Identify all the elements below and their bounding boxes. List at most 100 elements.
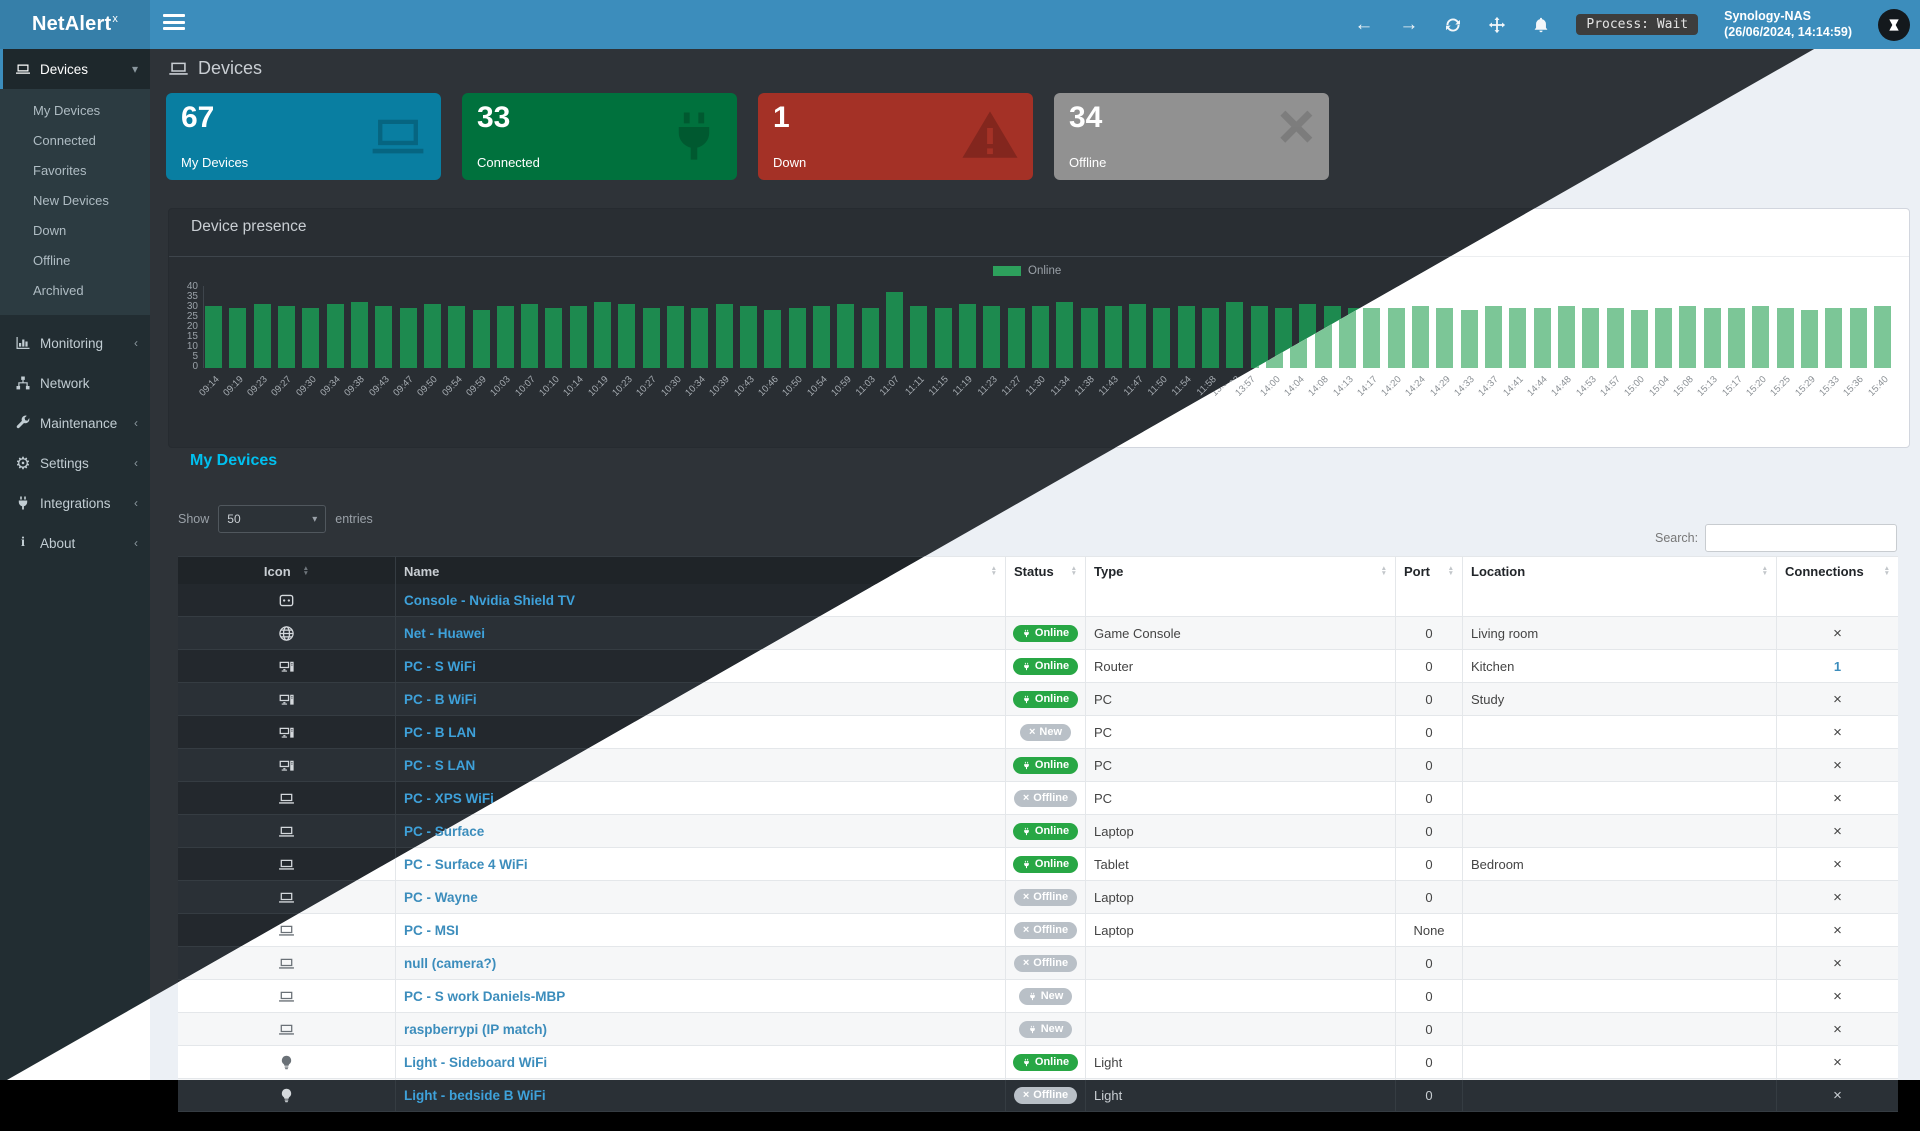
column-header-location[interactable]: Location▲▼ bbox=[1462, 557, 1776, 585]
device-connections-cell: × bbox=[1776, 914, 1898, 946]
back-arrow-icon[interactable]: ← bbox=[1354, 14, 1374, 35]
stat-tile-my-devices[interactable]: 67 My Devices bbox=[166, 93, 441, 180]
column-header-icon[interactable]: Icon▲▼ bbox=[263, 563, 310, 579]
chart-legend[interactable]: Online bbox=[993, 265, 1061, 277]
device-status-cell: New bbox=[1005, 1013, 1085, 1045]
stat-tile-offline[interactable]: 34 Offline × bbox=[1054, 93, 1329, 180]
chart-icon bbox=[15, 335, 31, 351]
forward-arrow-icon[interactable]: → bbox=[1399, 14, 1419, 35]
no-connection-x-icon: × bbox=[1833, 756, 1842, 774]
sidebar-subitem-archived[interactable]: Archived bbox=[33, 282, 84, 298]
connections-count-link[interactable]: 1 bbox=[1833, 658, 1842, 674]
stat-tile-down[interactable]: 1 Down bbox=[758, 93, 1033, 180]
x-icon: × bbox=[1022, 923, 1030, 936]
device-port-cell: 0 bbox=[1395, 848, 1462, 880]
plug-icon bbox=[1022, 629, 1031, 638]
column-header-connections[interactable]: Connections▲▼ bbox=[1776, 557, 1898, 585]
sidebar-subitem-new-devices[interactable]: New Devices bbox=[33, 192, 109, 208]
device-type-cell bbox=[1085, 980, 1395, 1012]
sidebar-item-monitoring[interactable]: Monitoring ‹ bbox=[0, 323, 150, 363]
no-connection-x-icon: × bbox=[1833, 954, 1842, 972]
device-port-cell: 0 bbox=[1395, 749, 1462, 781]
sidebar-subitem-connected[interactable]: Connected bbox=[33, 132, 96, 148]
device-location-cell bbox=[1462, 980, 1776, 1012]
status-badge: Online bbox=[1012, 1053, 1079, 1071]
device-name-link[interactable]: PC - S LAN bbox=[404, 757, 476, 773]
page-size-select[interactable]: 50▾ bbox=[218, 505, 327, 533]
sort-icon: ▲▼ bbox=[1761, 565, 1768, 577]
device-name-link[interactable]: null (camera?) bbox=[404, 955, 497, 971]
sidebar-subitem-my-devices[interactable]: My Devices bbox=[33, 102, 101, 118]
device-location-cell bbox=[1462, 1046, 1776, 1078]
device-name-cell: PC - Surface 4 WiFi bbox=[395, 848, 1005, 880]
sidebar-item-maintenance[interactable]: Maintenance ‹ bbox=[0, 403, 150, 443]
device-name-link[interactable]: PC - XPS WiFi bbox=[404, 790, 494, 806]
device-connections-cell: × bbox=[1776, 947, 1898, 979]
device-name-link[interactable]: Net - Huawei bbox=[404, 625, 486, 641]
sidebar-item-settings[interactable]: ⚙ Settings ‹ bbox=[15, 453, 138, 473]
stat-tile-connected[interactable]: 33 Connected bbox=[462, 93, 737, 180]
plug-icon bbox=[1028, 992, 1037, 1001]
x-icon: × bbox=[1022, 791, 1030, 804]
status-badge: New bbox=[1018, 1020, 1073, 1038]
search-input[interactable] bbox=[1705, 524, 1898, 552]
device-type-cell: Tablet bbox=[1085, 848, 1395, 880]
status-badge: Online bbox=[1012, 756, 1079, 774]
column-header-type[interactable]: Type▲▼ bbox=[1085, 557, 1395, 585]
status-badge: Online bbox=[1012, 657, 1079, 675]
device-icon-cell bbox=[178, 650, 395, 682]
user-avatar[interactable] bbox=[1878, 8, 1910, 41]
menu-toggle-button[interactable] bbox=[163, 14, 185, 34]
sidebar-item-network[interactable]: Network bbox=[0, 363, 150, 403]
device-port-cell: 0 bbox=[1395, 881, 1462, 913]
column-header-port[interactable]: Port▲▼ bbox=[1395, 557, 1462, 585]
chevron-left-icon: ‹ bbox=[134, 336, 138, 350]
sidebar-subitem-offline[interactable]: Offline bbox=[33, 252, 71, 268]
device-name-link[interactable]: Light - bedside B WiFi bbox=[404, 1087, 546, 1103]
device-type-cell bbox=[1085, 947, 1395, 979]
sort-icon: ▲▼ bbox=[1447, 565, 1454, 577]
desktop-icon bbox=[278, 691, 295, 708]
device-name-link[interactable]: PC - Wayne bbox=[404, 889, 478, 905]
column-header-status[interactable]: Status▲▼ bbox=[1005, 557, 1085, 585]
device-name-link[interactable]: raspberrypi (IP match) bbox=[404, 1021, 548, 1037]
bell-icon[interactable] bbox=[1532, 16, 1550, 34]
device-name-cell: PC - XPS WiFi bbox=[395, 782, 1005, 814]
device-name-link[interactable]: PC - B WiFi bbox=[404, 691, 477, 707]
no-connection-x-icon: × bbox=[1833, 888, 1842, 906]
table-row: raspberrypi (IP match) New 0 × bbox=[178, 1013, 1898, 1046]
device-port-cell: 0 bbox=[1395, 947, 1462, 979]
device-connections-cell: × bbox=[1776, 749, 1898, 781]
no-connection-x-icon: × bbox=[1833, 1086, 1842, 1104]
device-location-cell: Bedroom bbox=[1462, 848, 1776, 880]
sidebar-subitem-favorites[interactable]: Favorites bbox=[33, 162, 87, 178]
move-icon[interactable] bbox=[1488, 16, 1506, 34]
device-name-link[interactable]: PC - Surface 4 WiFi bbox=[404, 856, 528, 872]
device-name-link[interactable]: PC - MSI bbox=[404, 922, 459, 938]
device-name-cell: Light - bedside B WiFi bbox=[395, 1079, 1005, 1111]
sidebar-item-integrations[interactable]: Integrations ‹ bbox=[0, 483, 150, 523]
bottom-overlay-sliver bbox=[1396, 1123, 1442, 1131]
device-location-cell bbox=[1462, 1013, 1776, 1045]
sidebar-item-devices[interactable]: Devices ▾ bbox=[0, 49, 150, 89]
device-port-cell: 0 bbox=[1395, 617, 1462, 649]
device-name-link[interactable]: Light - Sideboard WiFi bbox=[404, 1054, 548, 1070]
device-port-cell: 0 bbox=[1395, 1079, 1462, 1111]
device-name-link[interactable]: PC - S work Daniels-MBP bbox=[404, 988, 566, 1004]
sidebar-item-about[interactable]: i About ‹ bbox=[0, 523, 150, 563]
device-name-link[interactable]: PC - S WiFi bbox=[404, 658, 476, 674]
device-icon-cell bbox=[178, 1079, 395, 1111]
network-icon bbox=[15, 375, 31, 391]
device-type-cell: Router bbox=[1085, 650, 1395, 682]
device-name-cell: Console - Nvidia Shield TV bbox=[395, 584, 1005, 616]
device-port-cell: None bbox=[1395, 914, 1462, 946]
laptop-icon bbox=[369, 107, 427, 170]
device-name-link[interactable]: PC - B LAN bbox=[404, 724, 476, 740]
device-location-cell: Living room bbox=[1462, 617, 1776, 649]
refresh-icon[interactable] bbox=[1444, 16, 1462, 34]
sidebar-subitem-down[interactable]: Down bbox=[33, 222, 67, 238]
device-name-link[interactable]: Console - Nvidia Shield TV bbox=[404, 592, 576, 608]
